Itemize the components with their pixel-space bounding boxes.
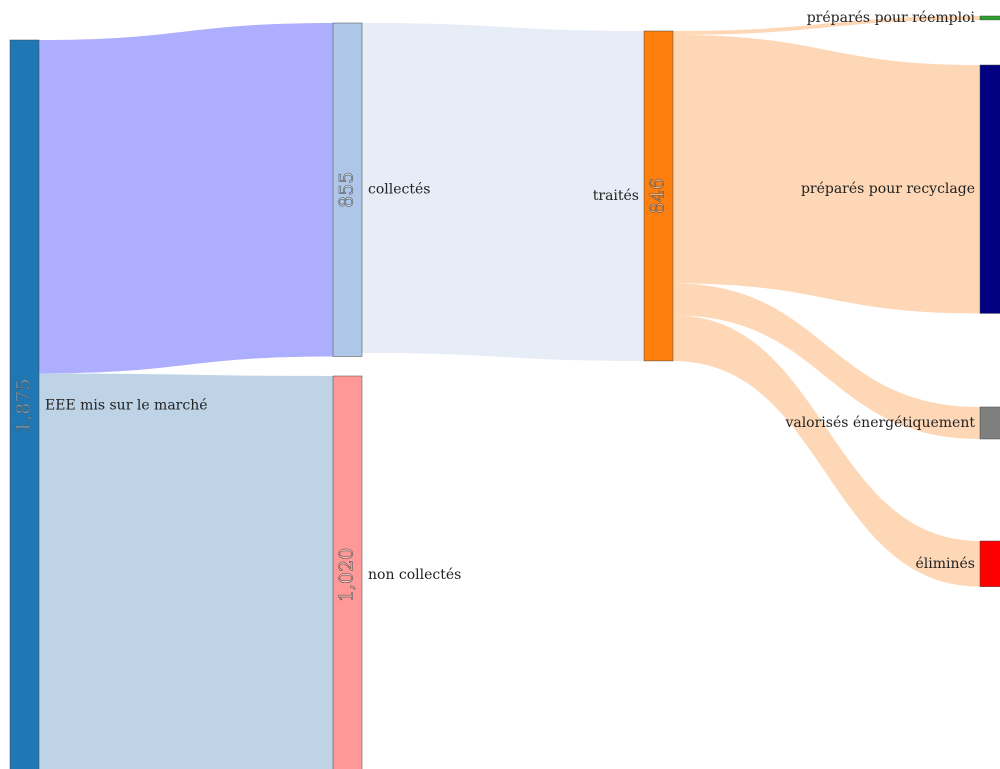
- node-label: préparés pour réemploi: [807, 10, 976, 26]
- node-label: non collectés: [368, 567, 461, 583]
- node-label: EEE mis sur le marché: [45, 398, 208, 414]
- node-label: traités: [593, 188, 639, 204]
- node: [979, 15, 1000, 21]
- node: [979, 406, 1000, 440]
- node: [979, 64, 1000, 314]
- node-label: valorisés énergétiquement: [784, 415, 975, 431]
- node-value-label: 855: [336, 172, 358, 208]
- node: [332, 22, 363, 357]
- links: [39, 16, 980, 769]
- node: [9, 39, 40, 769]
- link: [673, 315, 980, 587]
- node-label: collectés: [368, 182, 430, 198]
- link: [673, 283, 980, 439]
- node-value-label: 1,020: [336, 548, 358, 602]
- link: [39, 373, 333, 769]
- node-label: préparés pour recyclage: [801, 181, 975, 197]
- link: [362, 23, 644, 361]
- node: [643, 30, 674, 362]
- node: [979, 540, 1000, 587]
- node-label: éliminés: [916, 556, 975, 572]
- node-value-label: 846: [647, 178, 669, 214]
- link: [39, 23, 333, 374]
- link: [673, 34, 980, 314]
- node: [332, 375, 363, 769]
- link: [673, 16, 980, 35]
- node-value-label: 1,875: [13, 378, 35, 432]
